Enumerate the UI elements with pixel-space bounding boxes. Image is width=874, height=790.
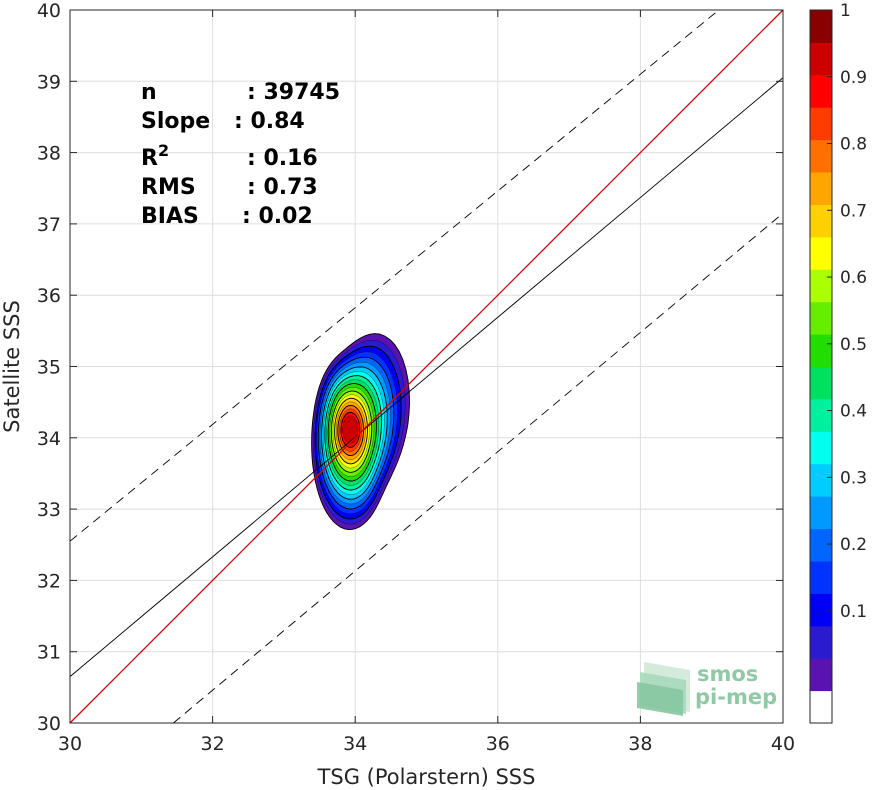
colorbar-tick-label: 0.8: [840, 135, 867, 155]
colorbar-segment: [810, 398, 832, 432]
colorbar-segment: [810, 172, 832, 205]
colorbar-segment: [810, 560, 832, 594]
stat-label: RMS: [141, 175, 196, 200]
colorbar-segment: [810, 593, 832, 627]
x-axis-ticks: 30 32 34 36 38 40: [58, 10, 795, 755]
colorbar-tick-label: 1: [840, 1, 851, 21]
logo-text-line2: pi-mep: [695, 685, 777, 709]
y-tick-label: 38: [37, 143, 61, 165]
y-tick-label: 35: [37, 357, 61, 379]
colorbar-segment: [810, 10, 832, 43]
colorbar-segment: [810, 366, 832, 400]
stat-value: : 0.84: [234, 109, 305, 134]
colorbar-segment: [810, 269, 832, 303]
colorbar-segment: [810, 528, 832, 562]
stat-label: Slope: [141, 109, 210, 134]
colorbar-tick-label: 0.5: [840, 335, 867, 355]
colorbar-segment: [810, 42, 832, 76]
y-tick-label: 34: [37, 428, 61, 450]
stat-value: : 0.73: [247, 175, 318, 200]
colorbar-segment: [810, 204, 832, 238]
stats-annotation: n : 39745 Slope : 0.84 R2 : 0.16 RMS : 0.73 BIAS…: [141, 80, 340, 229]
colorbar-tick-label: 0.9: [840, 68, 867, 88]
x-tick-label: 32: [201, 733, 225, 755]
stat-label: n: [141, 80, 157, 105]
colorbar-segment: [810, 107, 832, 141]
colorbar-segment: [810, 431, 832, 465]
logo-text-line1: smos: [697, 662, 758, 686]
rms-bound-line: [69, 9, 720, 542]
x-tick-label: 30: [58, 733, 82, 755]
y-tick-label: 30: [37, 713, 61, 735]
colorbar-frame: [809, 9, 833, 724]
rms-bound-line: [173, 212, 784, 724]
stat-value: : 39745: [247, 80, 340, 105]
one-to-one-line: [69, 9, 784, 724]
colorbar-segment: [810, 236, 832, 270]
fit-lines: [69, 9, 784, 724]
colorbar-segment: [810, 658, 832, 692]
regression-line: [69, 77, 784, 677]
x-axis-label: TSG (Polarstern) SSS: [317, 765, 536, 789]
logo-mark-icon: [637, 662, 690, 716]
smos-pimep-logo: smos pi-mep: [637, 662, 777, 716]
y-axis-ticks: 30 31 32 33 34 35 36 37 38 39 40: [37, 0, 783, 735]
y-tick-label: 36: [37, 285, 61, 307]
colorbar-segment: [810, 301, 832, 335]
y-tick-label: 37: [37, 214, 61, 236]
stat-value: : 0.16: [247, 146, 318, 171]
colorbar-segment: [810, 690, 832, 724]
colorbar-tick-label: 0.3: [840, 468, 867, 488]
colorbar-segment: [810, 463, 832, 497]
x-tick-label: 40: [771, 733, 795, 755]
colorbar: 0.1 0.2 0.3 0.4 0.5 0.6 0.7 0.8 0.9 1: [809, 1, 867, 724]
colorbar-segment: [810, 334, 832, 367]
stat-label: R2: [141, 141, 169, 171]
x-tick-label: 38: [628, 733, 652, 755]
colorbar-tick-label: 0.2: [840, 535, 867, 555]
colorbar-tick-label: 0.4: [840, 402, 867, 422]
y-axis-label: Satellite SSS: [0, 300, 24, 433]
y-tick-label: 32: [37, 570, 61, 592]
x-tick-label: 34: [343, 733, 367, 755]
stat-label: BIAS: [141, 204, 199, 229]
colorbar-tick-label: 0.7: [840, 201, 867, 221]
x-tick-label: 36: [486, 733, 510, 755]
density-contours: [311, 333, 411, 530]
colorbar-segment: [810, 139, 832, 173]
stat-value: : 0.02: [242, 204, 313, 229]
colorbar-segment: [810, 74, 832, 108]
colorbar-tick-label: 0.1: [840, 602, 867, 622]
y-tick-label: 39: [37, 71, 61, 93]
colorbar-tick-label: 0.6: [840, 268, 867, 288]
y-tick-label: 40: [37, 0, 61, 22]
colorbar-segment: [810, 496, 832, 530]
y-tick-label: 31: [37, 642, 61, 664]
y-tick-label: 33: [37, 499, 61, 521]
density-level-20: [342, 415, 359, 444]
colorbar-segment: [810, 625, 832, 659]
